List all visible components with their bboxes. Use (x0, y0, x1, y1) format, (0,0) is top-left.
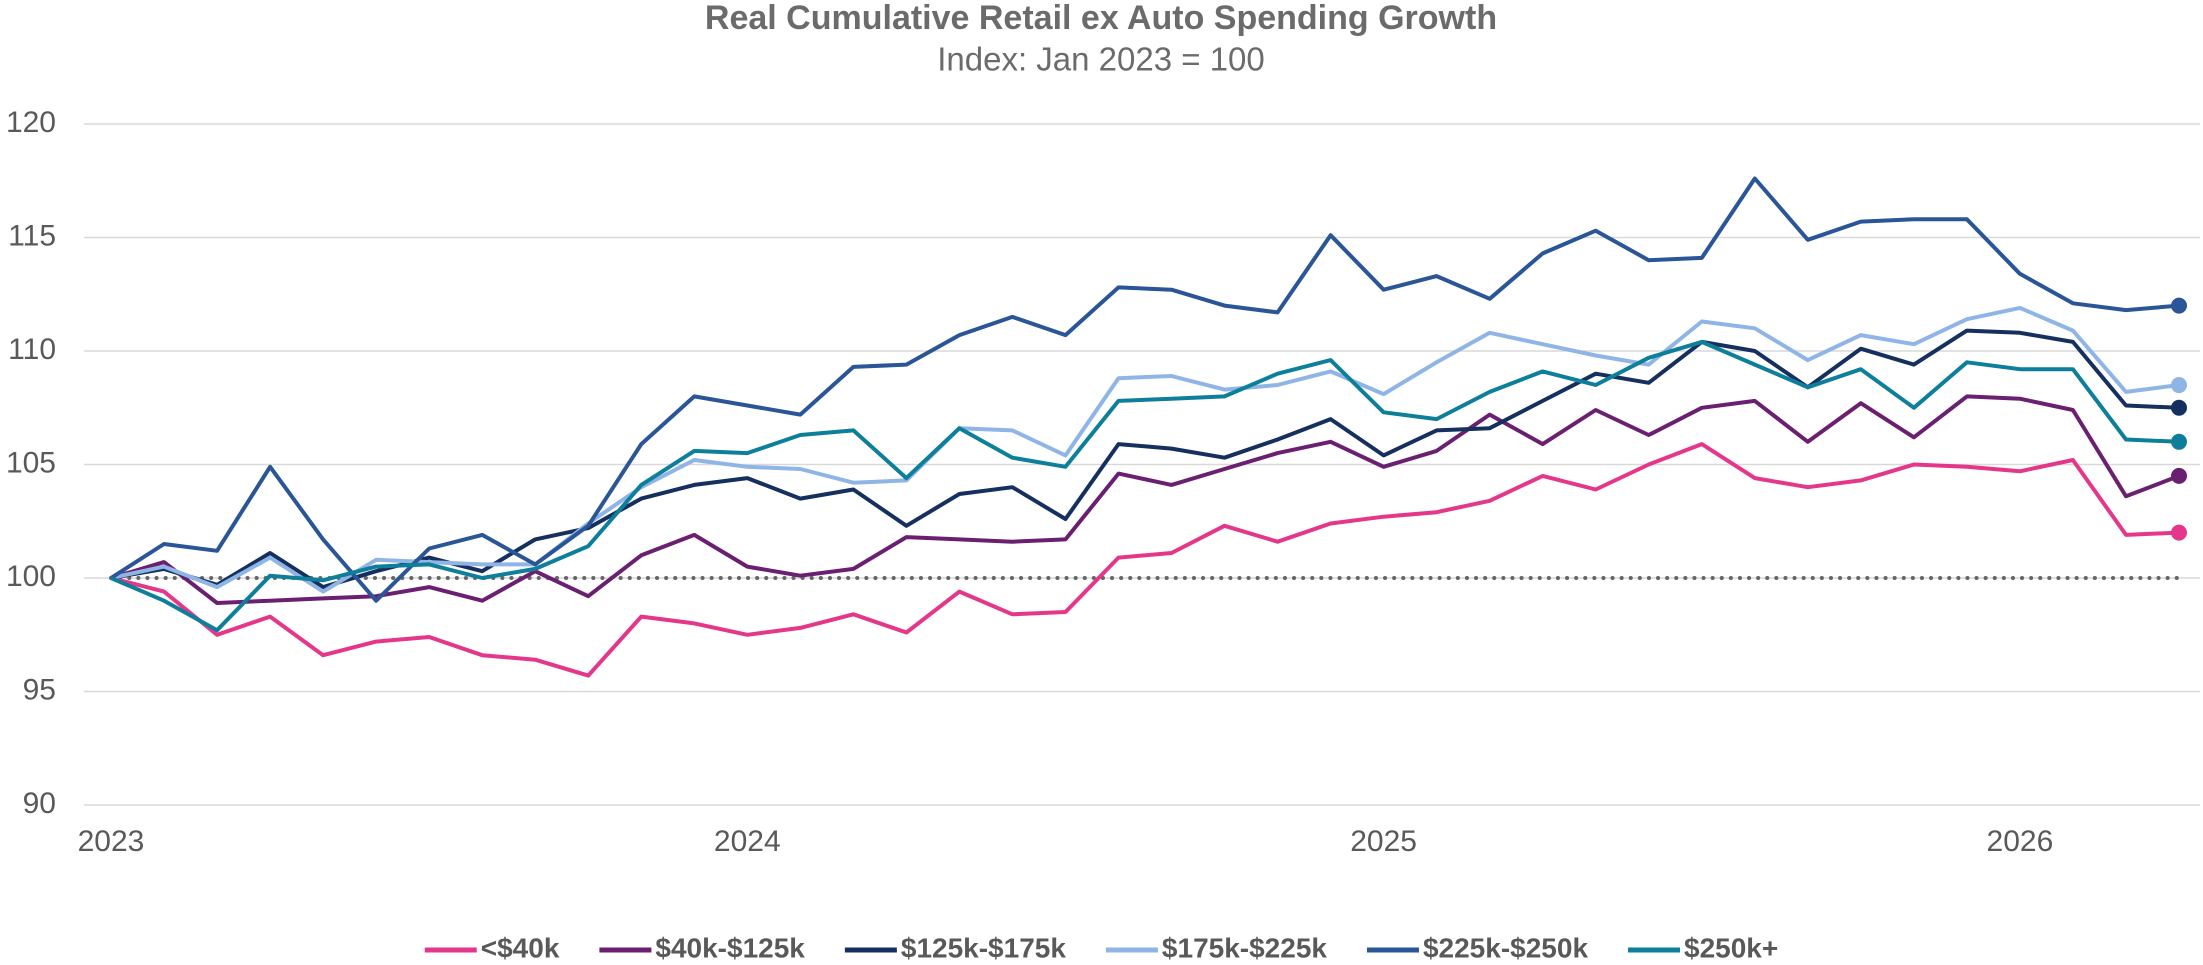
x-tick-label: 2024 (714, 825, 781, 858)
x-tick-label: 2023 (78, 825, 145, 858)
legend-label: $250k+ (1684, 932, 1778, 963)
end-marker (2171, 377, 2187, 394)
y-tick-label: 105 (6, 446, 56, 479)
series-line (110, 442, 2180, 678)
chart-subtitle: Index: Jan 2023 = 100 (937, 41, 1265, 78)
x-tick-label: 2026 (1987, 825, 2054, 858)
legend-label: <$40k (481, 932, 560, 963)
series-line (110, 394, 2180, 605)
chart-title: Real Cumulative Retail ex Auto Spending … (705, 0, 1497, 37)
legend-label: $125k-$175k (901, 932, 1066, 963)
series-line (110, 328, 2180, 590)
end-marker (2171, 433, 2187, 450)
y-tick-label: 110 (8, 333, 56, 366)
series-line (110, 339, 2180, 633)
y-tick-label: 100 (6, 560, 56, 593)
legend-label: $40k-$125k (655, 932, 805, 963)
y-tick-label: 95 (23, 673, 56, 706)
y-tick-label: 120 (6, 106, 56, 139)
series-line (109, 176, 2180, 603)
y-tick-label: 90 (23, 787, 56, 820)
end-marker (2171, 297, 2187, 314)
legend-label: $225k-$250k (1423, 932, 1588, 963)
series-line (110, 305, 2180, 594)
end-marker (2171, 399, 2187, 416)
legend-label: $175k-$225k (1162, 932, 1327, 963)
x-tick-label: 2025 (1350, 825, 1417, 858)
end-marker (2171, 524, 2187, 541)
end-marker (2171, 467, 2187, 484)
y-tick-label: 115 (8, 219, 56, 252)
